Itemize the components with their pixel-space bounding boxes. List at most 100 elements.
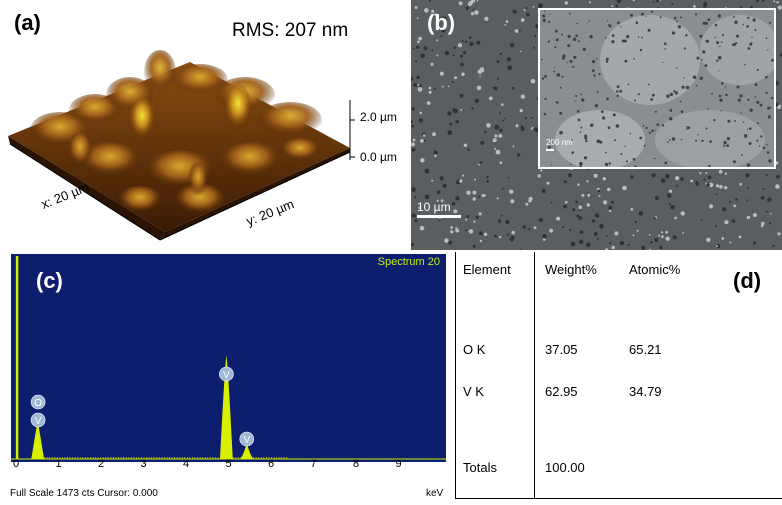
spectrum-peak <box>240 441 254 459</box>
sem-particle <box>493 86 498 91</box>
panel-b-label: (b) <box>427 10 456 35</box>
sem-particle <box>715 193 718 196</box>
noise-bin <box>156 457 158 459</box>
inset-pore <box>579 165 582 167</box>
inset-pore <box>714 36 717 38</box>
sem-particle <box>760 224 764 227</box>
inset-pore <box>571 139 573 141</box>
sem-particle <box>455 227 458 230</box>
sem-particle <box>649 248 651 250</box>
sem-particle <box>496 197 499 200</box>
noise-bin <box>181 457 183 459</box>
noise-bin <box>186 457 188 459</box>
inset-pore <box>650 98 653 101</box>
sem-particle <box>724 172 728 175</box>
noise-bin <box>67 457 68 459</box>
inset-pore <box>633 58 635 60</box>
sem-particle <box>570 241 576 247</box>
sem-particle <box>594 213 600 218</box>
inset-pore <box>594 104 599 108</box>
x-tick-label: 5 <box>225 458 232 470</box>
sem-particle <box>504 117 506 120</box>
zero-peak <box>15 256 19 459</box>
sem-particle <box>769 222 772 225</box>
sem-particle <box>525 202 529 206</box>
sem-particle <box>562 226 565 229</box>
inset-pore <box>604 37 607 39</box>
noise-bin <box>135 457 137 459</box>
noise-bin <box>123 457 125 459</box>
sem-particle <box>577 183 580 186</box>
inset-pore <box>716 59 719 62</box>
sem-particle <box>586 203 590 207</box>
sem-particle <box>511 230 515 235</box>
sem-particle <box>721 237 725 240</box>
inset-pore <box>767 106 771 110</box>
inset-pore <box>704 64 708 68</box>
sem-particle <box>777 5 782 10</box>
noise-bin <box>74 457 76 459</box>
sem-particle <box>449 122 453 126</box>
noise-bin <box>242 457 244 459</box>
inset-pore <box>707 18 711 21</box>
sem-particle <box>724 186 728 190</box>
sem-particle <box>703 178 706 181</box>
sem-particle <box>436 39 439 42</box>
sem-particle <box>468 0 473 5</box>
sem-particle <box>497 219 502 223</box>
sem-particle <box>457 43 463 48</box>
sem-particle <box>411 107 415 111</box>
inset-pore <box>666 94 670 98</box>
inset-pore <box>683 47 686 50</box>
sem-particle <box>593 173 598 178</box>
sem-particle <box>415 60 417 63</box>
sem-particle <box>414 219 418 223</box>
inset-pore <box>762 146 766 150</box>
noise-bin <box>197 457 199 459</box>
inset-pore <box>769 106 772 109</box>
sem-particle <box>440 35 443 37</box>
inset-pore <box>739 94 743 98</box>
table-cell: 100.00 <box>545 460 585 475</box>
inset-pore <box>559 86 562 89</box>
inset-pore <box>596 139 601 144</box>
noise-bin <box>61 457 63 459</box>
sem-particle <box>412 47 415 50</box>
sem-particle <box>752 213 757 218</box>
noise-bin <box>237 457 239 459</box>
noise-bin <box>286 457 288 459</box>
sem-particle <box>606 187 611 192</box>
inset-pore <box>651 93 655 97</box>
sem-particle <box>599 223 604 229</box>
noise-bin <box>90 457 91 459</box>
sem-particle <box>549 228 554 233</box>
inset-pore <box>643 144 646 147</box>
sem-particle <box>499 128 503 133</box>
inset-pore <box>584 134 588 138</box>
inset-pore <box>650 10 653 13</box>
inset-pore <box>581 98 585 102</box>
inset-pore <box>756 100 760 104</box>
inset-pore <box>701 59 703 61</box>
noise-bin <box>278 457 280 459</box>
sem-particle <box>457 179 460 181</box>
sem-particle <box>426 101 431 105</box>
inset-pore <box>577 118 581 122</box>
table-cell: 65.21 <box>629 342 662 357</box>
inset-pore <box>551 164 553 166</box>
afm-right-wall <box>160 148 350 240</box>
sem-particle <box>484 16 489 21</box>
noise-bin <box>283 457 285 459</box>
sem-particle <box>465 6 469 10</box>
sem-particle <box>411 148 416 152</box>
noise-bin <box>128 457 130 459</box>
inset-pore <box>771 96 774 100</box>
inset-scale-bar-label: 200 nm <box>546 138 573 147</box>
sem-particle <box>507 65 512 71</box>
sem-particle <box>656 0 660 3</box>
noise-bin <box>263 457 265 459</box>
sem-particle <box>632 0 635 2</box>
sem-particle <box>528 196 533 201</box>
